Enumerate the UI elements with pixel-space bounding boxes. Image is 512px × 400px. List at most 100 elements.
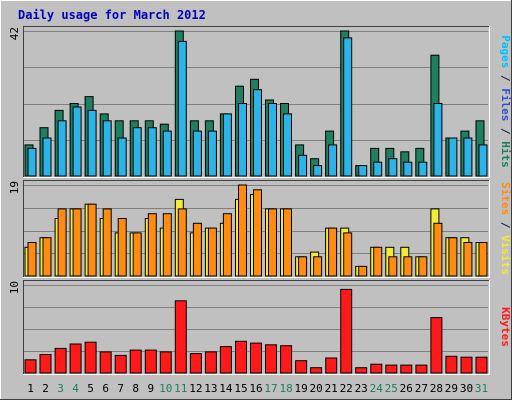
bar-kbytes-day-25 bbox=[385, 364, 398, 374]
bar-sites-day-7 bbox=[117, 218, 127, 277]
bar-files-day-15 bbox=[238, 103, 247, 177]
bar-files-day-2 bbox=[42, 137, 52, 177]
bar-files-day-22 bbox=[343, 37, 353, 177]
x-tick-label: 1 bbox=[27, 382, 34, 395]
x-tick-label: 6 bbox=[102, 382, 109, 395]
bar-sites-day-25 bbox=[388, 256, 398, 277]
bar-files-day-16 bbox=[253, 89, 262, 177]
x-tick-label: 14 bbox=[219, 382, 233, 395]
x-tick-label: 20 bbox=[309, 382, 322, 395]
bar-kbytes-day-1 bbox=[24, 359, 37, 374]
x-tick-label: 26 bbox=[400, 382, 413, 395]
bar-sites-day-29 bbox=[448, 237, 458, 277]
bar-sites-day-13 bbox=[207, 227, 217, 277]
x-tick-label: 18 bbox=[279, 382, 292, 395]
bar-kbytes-day-4 bbox=[69, 343, 82, 374]
x-tick-label: 30 bbox=[460, 382, 473, 395]
bar-sites-day-20 bbox=[313, 256, 323, 277]
bar-kbytes-day-13 bbox=[204, 351, 217, 374]
x-tick-label: 24 bbox=[370, 382, 384, 395]
bar-files-day-12 bbox=[192, 130, 202, 177]
bar-files-day-25 bbox=[388, 158, 398, 177]
bar-kbytes-day-31 bbox=[475, 356, 488, 374]
bar-files-day-10 bbox=[162, 130, 172, 177]
x-tick-label: 5 bbox=[87, 382, 94, 395]
legend-part: Files bbox=[499, 88, 512, 121]
chart-panels: 42 Pages / Files / Hits 19 Sites / Visits 10… bbox=[8, 26, 512, 375]
legend-part: / bbox=[499, 68, 512, 88]
bar-files-day-7 bbox=[117, 137, 127, 177]
panel-1: 42 Pages / Files / Hits bbox=[8, 26, 512, 178]
bar-files-day-11 bbox=[177, 40, 187, 177]
bar-sites-day-31 bbox=[478, 242, 488, 277]
bar-files-day-6 bbox=[102, 120, 112, 177]
bar-sites-day-24 bbox=[373, 246, 383, 277]
legend-label: Pages / Files / Hits bbox=[499, 35, 512, 168]
bar-kbytes-day-6 bbox=[99, 351, 112, 374]
bar-files-day-3 bbox=[57, 120, 67, 177]
bar-files-day-14 bbox=[222, 113, 232, 177]
legend-part: / bbox=[499, 215, 512, 235]
bar-kbytes-day-16 bbox=[250, 342, 262, 374]
bar-sites-day-10 bbox=[162, 213, 172, 277]
x-tick-label: 17 bbox=[264, 382, 277, 395]
bar-kbytes-day-11 bbox=[174, 300, 187, 374]
bar-sites-day-15 bbox=[238, 184, 247, 277]
bar-kbytes-day-21 bbox=[325, 357, 338, 374]
chart-title: Daily usage for March 2012 bbox=[18, 8, 206, 22]
x-tick-label: 4 bbox=[72, 382, 79, 395]
y-max-label: 10 bbox=[8, 281, 21, 294]
x-tick-label: 25 bbox=[385, 382, 398, 395]
bar-files-day-26 bbox=[403, 161, 413, 177]
x-tick-label: 11 bbox=[174, 382, 187, 395]
bar-sites-day-11 bbox=[177, 208, 187, 277]
legend-part: Visits bbox=[499, 235, 512, 275]
bar-files-day-17 bbox=[268, 103, 277, 177]
bar-files-day-31 bbox=[478, 144, 488, 177]
x-tick-label: 27 bbox=[415, 382, 428, 395]
bar-kbytes-day-5 bbox=[84, 341, 97, 374]
legend-part: Hits bbox=[499, 141, 512, 168]
bar-sites-day-30 bbox=[463, 242, 473, 277]
x-tick-label: 8 bbox=[132, 382, 139, 395]
bar-sites-day-6 bbox=[102, 208, 112, 277]
bar-kbytes-day-26 bbox=[400, 364, 413, 374]
bar-kbytes-day-15 bbox=[235, 340, 247, 374]
bar-files-day-30 bbox=[463, 137, 473, 177]
x-tick-label: 16 bbox=[249, 382, 262, 395]
x-tick-label: 31 bbox=[475, 382, 488, 395]
bar-kbytes-day-24 bbox=[370, 363, 383, 374]
bar-kbytes-day-8 bbox=[129, 349, 142, 374]
bar-kbytes-day-3 bbox=[54, 347, 67, 374]
bar-kbytes-day-20 bbox=[310, 367, 323, 374]
bar-kbytes-day-18 bbox=[280, 345, 293, 374]
x-tick-label: 7 bbox=[117, 382, 124, 395]
x-tick-label: 21 bbox=[325, 382, 338, 395]
bar-sites-day-22 bbox=[343, 232, 353, 277]
x-tick-label: 13 bbox=[204, 382, 217, 395]
bar-sites-day-5 bbox=[87, 203, 97, 277]
bar-sites-day-2 bbox=[42, 237, 52, 277]
bar-files-day-28 bbox=[433, 103, 443, 177]
bar-sites-day-21 bbox=[328, 227, 338, 277]
bar-kbytes-day-9 bbox=[144, 349, 157, 374]
x-tick-label: 29 bbox=[445, 382, 458, 395]
x-tick-label: 10 bbox=[159, 382, 172, 395]
bar-kbytes-day-10 bbox=[159, 351, 172, 374]
bar-files-day-27 bbox=[418, 161, 428, 177]
bar-sites-day-18 bbox=[283, 208, 292, 277]
x-tick-label: 15 bbox=[234, 382, 247, 395]
panel-3: 10 KBytes bbox=[8, 280, 512, 375]
bar-files-day-19 bbox=[298, 154, 308, 177]
bar-kbytes-day-17 bbox=[265, 344, 277, 374]
bar-kbytes-day-22 bbox=[340, 288, 353, 374]
bar-kbytes-day-12 bbox=[189, 353, 202, 374]
x-tick-label: 28 bbox=[430, 382, 443, 395]
bar-kbytes-day-7 bbox=[114, 354, 127, 374]
bar-sites-day-12 bbox=[192, 222, 202, 277]
y-max-label: 19 bbox=[8, 181, 21, 194]
bar-sites-day-1 bbox=[27, 242, 37, 277]
legend-part: Sites bbox=[499, 182, 512, 215]
x-tick-label: 2 bbox=[42, 382, 49, 395]
bar-sites-day-3 bbox=[57, 208, 67, 277]
